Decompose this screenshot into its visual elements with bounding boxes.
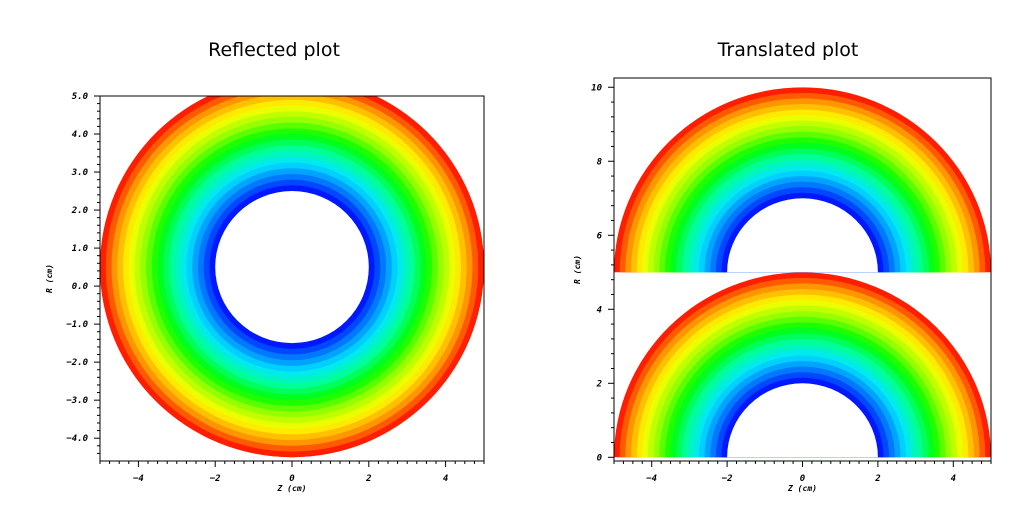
contour-ring-1 <box>614 87 991 273</box>
y-tick-label: 3.0 <box>71 168 89 178</box>
translated-plot-title: Translated plot <box>717 39 859 61</box>
ring-hole <box>727 383 878 458</box>
y-axis: 0 2 4 6 8 10 R (cm) <box>573 83 614 463</box>
y-axis-label: R (cm) <box>573 255 582 284</box>
contour-ring-1 <box>100 96 484 458</box>
reflected-plot-title: Reflected plot <box>208 39 340 61</box>
y-tick-label: 6 <box>597 231 603 241</box>
x-tick-label: 0 <box>800 474 806 484</box>
x-tick-label: 2 <box>874 474 880 484</box>
y-tick-label: 5.0 <box>72 92 89 102</box>
y-axis: −4.0 −3.0 −2.0 −1.0 0.0 1.0 2.0 3.0 4.0 5.0 R (cm) <box>45 92 100 454</box>
y-tick-label: −4.0 <box>66 434 88 444</box>
translated-plot-area <box>614 87 991 458</box>
contour-ring-0 <box>614 272 991 458</box>
reflected-plot-panel: Reflected plot −4 −2 0 2 4 Z (cm) −4.0 −3.0 −2.0… <box>45 39 485 493</box>
y-tick-label: −2.0 <box>66 358 88 368</box>
x-axis-label: Z (cm) <box>277 484 307 493</box>
x-tick-label: −4 <box>646 474 657 484</box>
x-axis-label: Z (cm) <box>787 484 817 493</box>
y-tick-label: 1.0 <box>72 244 89 254</box>
y-tick-label: 4.0 <box>72 130 89 140</box>
y-axis-label: R (cm) <box>45 264 54 293</box>
reflected-plot-area <box>100 96 484 458</box>
y-tick-label: 8 <box>597 157 602 167</box>
y-tick-label: 4 <box>597 305 602 315</box>
x-tick-label: 4 <box>951 474 956 484</box>
y-tick-label: 10 <box>591 83 602 93</box>
y-tick-label: −1.0 <box>66 320 88 330</box>
x-tick-label: −4 <box>133 474 144 484</box>
y-tick-label: 0.0 <box>72 282 89 292</box>
ring-hole <box>727 198 878 273</box>
x-axis: −4 −2 0 2 4 Z (cm) <box>613 461 992 493</box>
x-tick-label: 2 <box>365 474 371 484</box>
x-axis: −4 −2 0 2 4 Z (cm) <box>99 461 485 493</box>
y-tick-label: −3.0 <box>66 396 88 406</box>
ring-hole <box>215 191 369 344</box>
x-tick-label: 4 <box>443 474 448 484</box>
x-tick-label: −2 <box>722 474 733 484</box>
x-tick-label: 0 <box>289 474 295 484</box>
y-tick-label: 0 <box>597 453 603 463</box>
y-tick-label: 2 <box>596 379 602 389</box>
y-tick-label: 2.0 <box>71 206 89 216</box>
x-tick-label: −2 <box>210 474 221 484</box>
